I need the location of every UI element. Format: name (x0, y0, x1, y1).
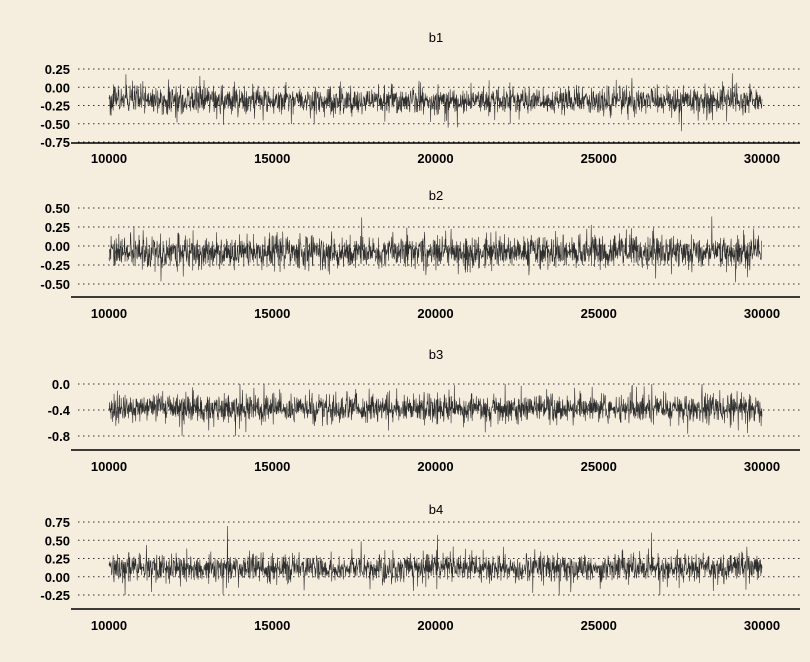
panel-title: b2 (429, 188, 443, 203)
x-tick-label: 15000 (254, 459, 290, 474)
y-tick-label: 0.75 (45, 515, 70, 530)
y-tick-label: 0.25 (45, 62, 70, 77)
y-tick-label: -0.75 (40, 135, 70, 150)
panel-b2: b2 0.50 0.25 0.00 -0.25 -0.50 10000 15000 20000 2… (40, 188, 803, 321)
panel-b1: b1 0.25 0.00 -0.25 -0.50 -0.75 10000 15000 20000… (40, 30, 803, 166)
y-tick-label: -0.50 (40, 117, 70, 132)
y-tick-label: 0.25 (45, 220, 70, 235)
y-tick-label: 0.50 (45, 201, 70, 216)
trace-line (108, 73, 763, 132)
y-tick-label: -0.4 (48, 403, 71, 418)
x-tick-label: 25000 (581, 459, 617, 474)
y-tick-label: 0.00 (45, 570, 70, 585)
panel-title: b4 (429, 502, 443, 517)
trace-line (108, 383, 763, 437)
y-tick-label: 0.25 (45, 552, 70, 567)
y-tick-label: 0.0 (52, 377, 70, 392)
y-tick-label: -0.25 (40, 99, 70, 114)
x-tick-label: 15000 (254, 306, 290, 321)
y-tick-label: 0.50 (45, 533, 70, 548)
x-tick-label: 25000 (581, 151, 617, 166)
x-tick-label: 30000 (744, 618, 780, 633)
x-tick-label: 15000 (254, 151, 290, 166)
y-tick-label: -0.8 (48, 429, 70, 444)
x-tick-label: 30000 (744, 459, 780, 474)
y-tick-label: 0.00 (45, 239, 70, 254)
x-tick-label: 20000 (417, 618, 453, 633)
x-tick-label: 30000 (744, 151, 780, 166)
x-tick-label: 30000 (744, 306, 780, 321)
panel-b3: b3 0.0 -0.4 -0.8 10000 15000 20000 25000 30000 (48, 347, 803, 474)
x-tick-label: 20000 (417, 306, 453, 321)
x-tick-label: 25000 (581, 306, 617, 321)
panel-b4: b4 0.75 0.50 0.25 0.00 -0.25 10000 15000 20000 25… (40, 502, 803, 633)
x-tick-label: 15000 (254, 618, 290, 633)
y-tick-label: 0.00 (45, 80, 70, 95)
y-tick-label: -0.25 (40, 588, 70, 603)
y-tick-label: -0.50 (40, 277, 70, 292)
x-tick-label: 10000 (91, 306, 127, 321)
y-tick-label: -0.25 (40, 258, 70, 273)
x-tick-label: 20000 (417, 151, 453, 166)
x-tick-label: 10000 (91, 618, 127, 633)
x-tick-label: 20000 (417, 459, 453, 474)
x-tick-label: 10000 (91, 151, 127, 166)
panel-title: b1 (429, 30, 443, 45)
panel-title: b3 (429, 347, 443, 362)
x-tick-label: 10000 (91, 459, 127, 474)
trace-line (108, 216, 763, 283)
trace-line (108, 525, 763, 596)
x-tick-label: 25000 (581, 618, 617, 633)
